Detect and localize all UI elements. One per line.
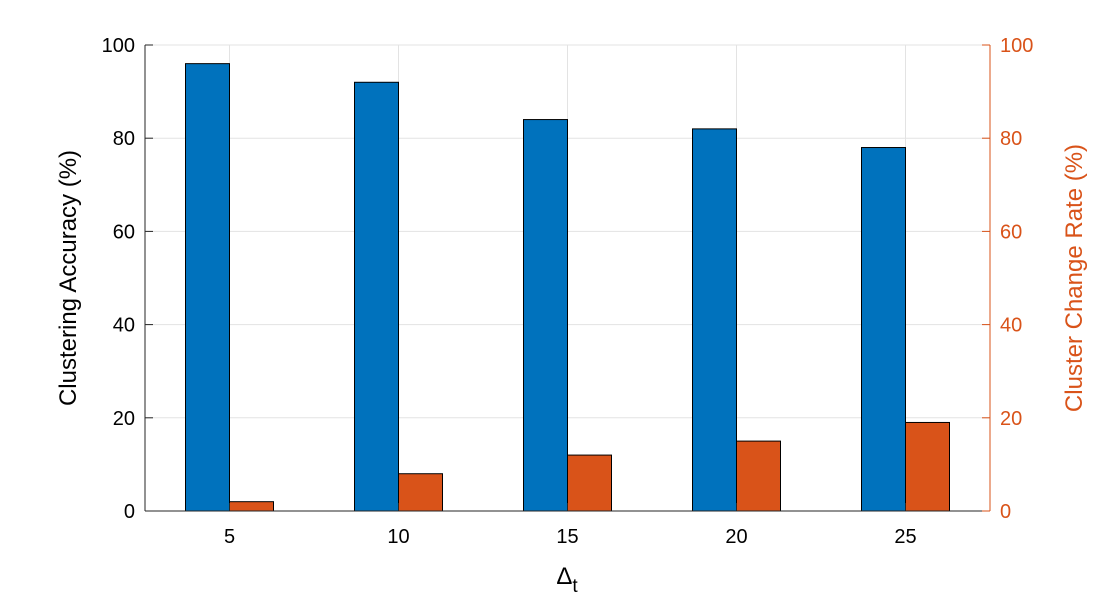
- bar-change-rate: [229, 501, 274, 512]
- right-tick-label: 60: [1000, 221, 1022, 243]
- right-tick-label: 20: [1000, 408, 1022, 430]
- x-tick-label: 15: [556, 526, 578, 548]
- right-tick-label: 0: [1000, 501, 1011, 523]
- axes: 0 20 40 60 80 100 0 20 40 60 80 100 5 10 15 20 25: [102, 35, 1034, 548]
- bar-change-rate: [736, 440, 781, 512]
- bar-accuracy: [185, 63, 230, 512]
- right-tick-label: 80: [1000, 128, 1022, 150]
- x-tick-label: 10: [387, 526, 409, 548]
- left-axis-title: Clustering Accuracy (%): [55, 150, 82, 406]
- left-tick-label: 60: [113, 221, 135, 243]
- bar-change-rate: [398, 473, 443, 512]
- bar-accuracy: [354, 81, 399, 512]
- left-tick-label: 80: [113, 128, 135, 150]
- right-tick-label: 40: [1000, 315, 1022, 337]
- x-axis-title-subscript: t: [572, 576, 578, 597]
- right-tick-label: 100: [1000, 35, 1033, 57]
- left-tick-label: 100: [102, 35, 135, 57]
- right-axis-title: Cluster Change Rate (%): [1061, 144, 1088, 412]
- x-tick-label: 25: [894, 526, 916, 548]
- x-axis-title-main: Δ: [556, 563, 572, 590]
- bar-change-rate: [567, 454, 612, 512]
- bar-accuracy: [523, 119, 568, 512]
- left-tick-label: 40: [113, 315, 135, 337]
- bars: [185, 63, 950, 512]
- x-axis-title: Δt: [556, 563, 578, 597]
- left-tick-label: 20: [113, 408, 135, 430]
- bar-accuracy: [692, 128, 737, 512]
- bar-accuracy: [861, 147, 906, 512]
- x-tick-label: 5: [224, 526, 235, 548]
- x-tick-label: 20: [725, 526, 747, 548]
- left-tick-label: 0: [124, 501, 135, 523]
- bar-change-rate: [905, 421, 950, 512]
